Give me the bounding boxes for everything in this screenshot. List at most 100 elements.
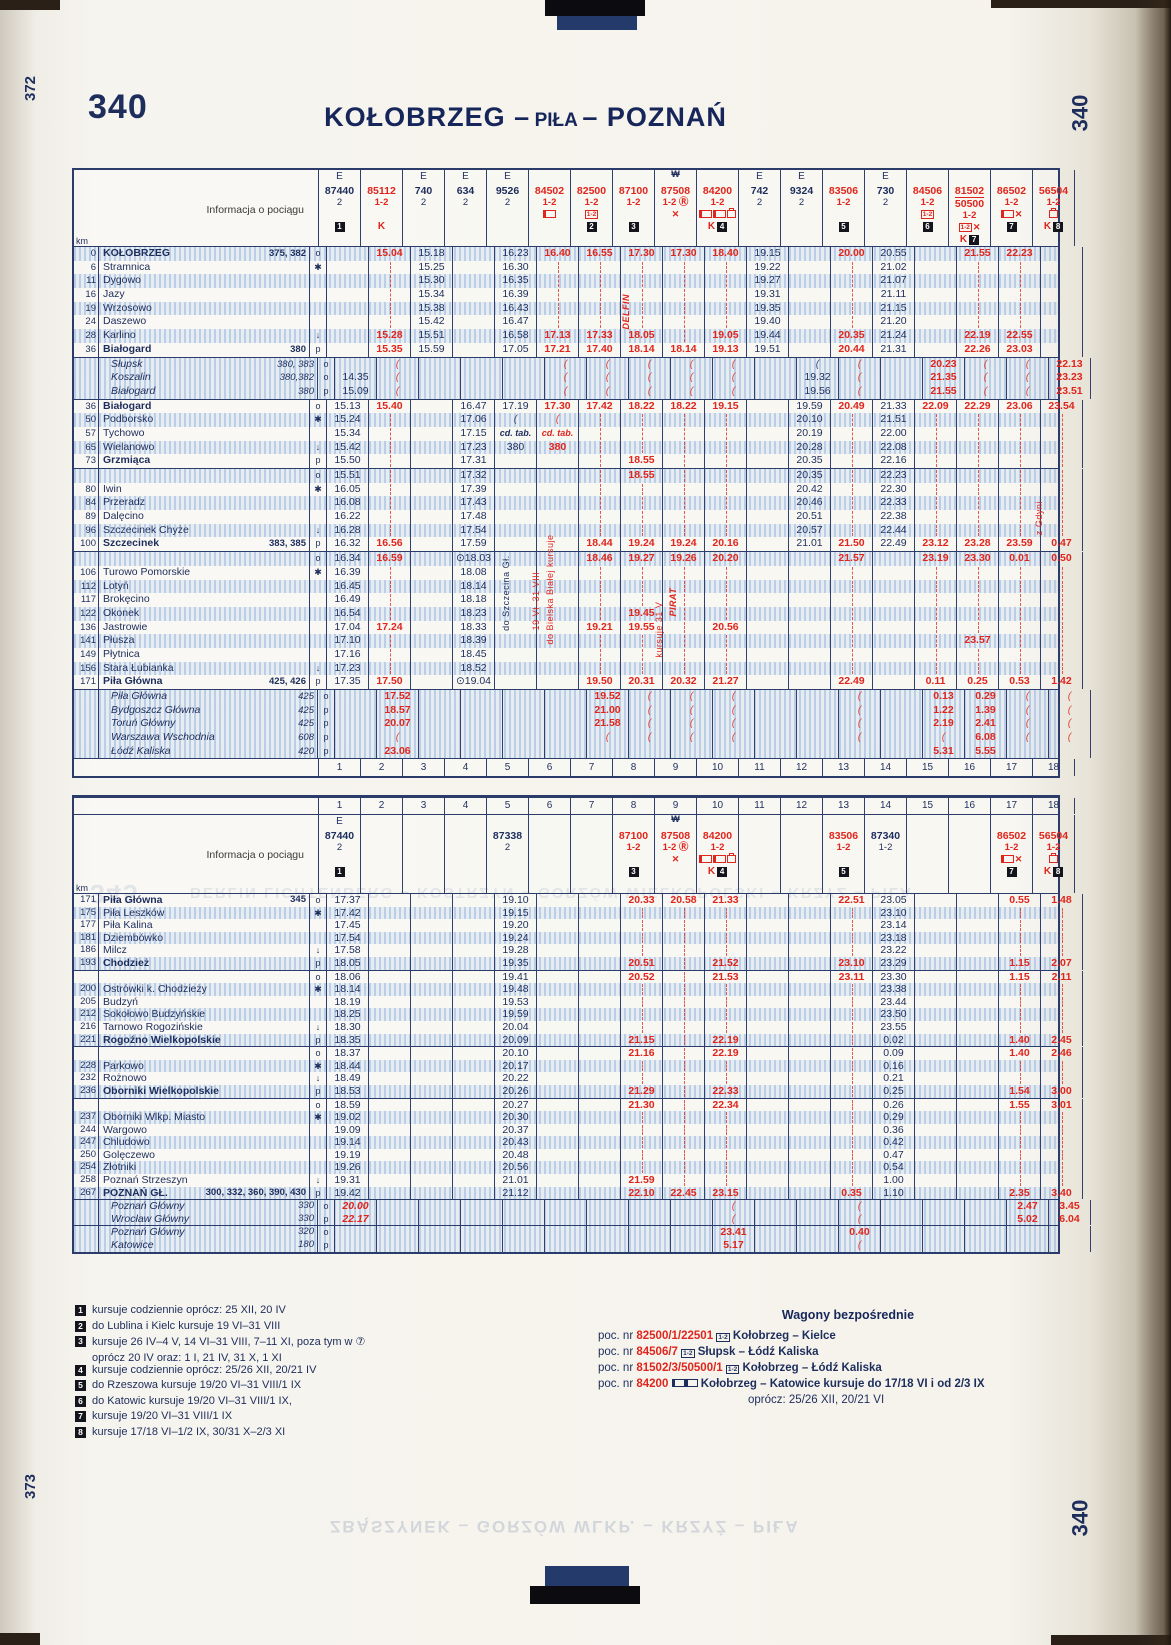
time-cell: 17.15 bbox=[453, 426, 495, 441]
time-cell bbox=[915, 1072, 957, 1085]
continuation-dash bbox=[389, 414, 391, 426]
continuation-dash bbox=[725, 635, 727, 647]
time-cell bbox=[537, 482, 579, 497]
time-cell bbox=[537, 906, 579, 920]
time-cell bbox=[957, 647, 999, 662]
train-column-header: E 742 2 bbox=[739, 170, 781, 246]
time-cell bbox=[797, 1226, 839, 1240]
time-cell bbox=[747, 579, 789, 594]
time-cell: 17.30 bbox=[663, 247, 705, 261]
carriage-route: Kołobrzeg – Katowice kursuje do 17/18 VI… bbox=[697, 1378, 985, 1390]
time-cell bbox=[999, 260, 1041, 275]
stop-type bbox=[309, 315, 327, 330]
train-footnote-refs bbox=[529, 842, 570, 855]
table-ref: 375, 382 bbox=[269, 248, 306, 259]
km-value: 171 bbox=[74, 894, 99, 907]
transfer-wave: ( bbox=[689, 690, 694, 702]
time-cell bbox=[1041, 454, 1083, 468]
continuation-dash bbox=[725, 1021, 727, 1033]
footnote-item: 5 do Rzeszowa kursuje 19/20 VI–31 VIII/1 … bbox=[75, 1379, 595, 1391]
time-cell: ( bbox=[629, 384, 671, 399]
vertical-annotation: do Szczecina Gł. bbox=[500, 555, 511, 631]
continuation-dash bbox=[935, 566, 937, 579]
time-cell bbox=[957, 606, 999, 621]
continuation-dash bbox=[641, 497, 643, 510]
time-cell bbox=[789, 274, 831, 289]
time-cell bbox=[747, 1084, 789, 1098]
column-number: 12 bbox=[781, 798, 823, 814]
footnote-item: 3 kursuje 26 IV–4 V, 14 VI–31 VIII, 7–11 … bbox=[75, 1335, 595, 1348]
station-row: 28 Karlino ↓ 15.28 15.51 16.58 17.13 17.33 18.05… bbox=[74, 329, 1083, 343]
time-cell: ⊙18.03 bbox=[453, 552, 495, 566]
time-cell: 22.38 bbox=[873, 510, 915, 524]
time-cell: 19.20 bbox=[495, 919, 537, 932]
transfer-wave: ( bbox=[1067, 690, 1072, 702]
time-cell bbox=[621, 496, 663, 511]
time-cell: 19.31 bbox=[327, 1174, 369, 1187]
continuation-dash bbox=[1019, 1112, 1021, 1123]
time-cell bbox=[453, 919, 495, 932]
time-cell bbox=[957, 260, 999, 275]
time-cell bbox=[369, 1059, 411, 1073]
km-value: 80 bbox=[74, 482, 99, 497]
time-cell bbox=[579, 593, 621, 607]
transfer-wave: ( bbox=[731, 1212, 736, 1225]
time-cell bbox=[419, 731, 461, 745]
stop-type bbox=[309, 1123, 327, 1137]
time-cell bbox=[831, 1072, 873, 1085]
time-cell bbox=[831, 1123, 873, 1137]
time-cell bbox=[369, 260, 411, 275]
time-cell bbox=[495, 565, 537, 580]
time-cell bbox=[999, 620, 1041, 635]
time-cell: 20.00 bbox=[831, 247, 873, 261]
continuation-dash bbox=[725, 648, 727, 661]
time-cell: ( bbox=[1049, 703, 1091, 718]
time-cell: 18.44 bbox=[579, 537, 621, 552]
continuation-dash bbox=[599, 607, 601, 620]
continuation-dash bbox=[725, 945, 727, 956]
time-cell: 18.23 bbox=[453, 606, 495, 621]
time-cell bbox=[873, 579, 915, 594]
time-cell bbox=[579, 944, 621, 957]
time-cell bbox=[411, 1123, 453, 1137]
continuation-dash bbox=[851, 996, 853, 1008]
column-number: 15 bbox=[907, 798, 949, 814]
continuation-dash bbox=[725, 1112, 727, 1123]
time-cell: 16.58 bbox=[495, 329, 537, 343]
time-cell: ( bbox=[839, 731, 881, 745]
title-mid: PIŁA bbox=[534, 110, 578, 131]
time-cell bbox=[537, 454, 579, 468]
time-cell bbox=[629, 744, 671, 759]
time-cell bbox=[495, 593, 537, 607]
time-cell: 19.15 bbox=[495, 906, 537, 920]
continuation-dash bbox=[1061, 648, 1063, 661]
time-cell bbox=[1041, 906, 1083, 920]
station-row: 36 Białogard 380 p 15.35 15.59 17.05 17.21 17.40… bbox=[74, 342, 1083, 358]
time-cell bbox=[747, 510, 789, 524]
continuation-dash bbox=[851, 1175, 853, 1186]
continuation-dash bbox=[851, 511, 853, 523]
transfer-wave: ( bbox=[731, 690, 736, 702]
time-cell: 19.15 bbox=[747, 247, 789, 261]
time-cell: 23.55 bbox=[873, 1020, 915, 1034]
page-edge-bottom-left bbox=[0, 1633, 40, 1645]
time-cell bbox=[705, 510, 747, 524]
train-footnote-refs bbox=[487, 220, 528, 233]
footnote-item: 4 kursuje codziennie oprócz: 25/26 XII, 2… bbox=[75, 1364, 595, 1376]
time-cell: ( bbox=[1007, 384, 1049, 399]
time-cell bbox=[873, 675, 915, 689]
time-cell bbox=[537, 579, 579, 594]
time-cell: 21.01 bbox=[495, 1174, 537, 1187]
transfer-wave: ( bbox=[1067, 717, 1072, 730]
continuation-dash bbox=[1019, 1162, 1021, 1174]
station-row: 50 Podborsko ✱ 15.24 17.06((20.10 21.51 bbox=[74, 413, 1083, 427]
time-cell bbox=[579, 1008, 621, 1021]
time-cell: ( bbox=[1049, 690, 1091, 704]
time-cell bbox=[747, 606, 789, 621]
time-cell: 6.08 bbox=[965, 731, 1007, 745]
time-cell bbox=[999, 647, 1041, 662]
time-cell bbox=[495, 620, 537, 635]
time-cell bbox=[453, 1174, 495, 1187]
binding-tape-bottom-2 bbox=[545, 1566, 629, 1586]
